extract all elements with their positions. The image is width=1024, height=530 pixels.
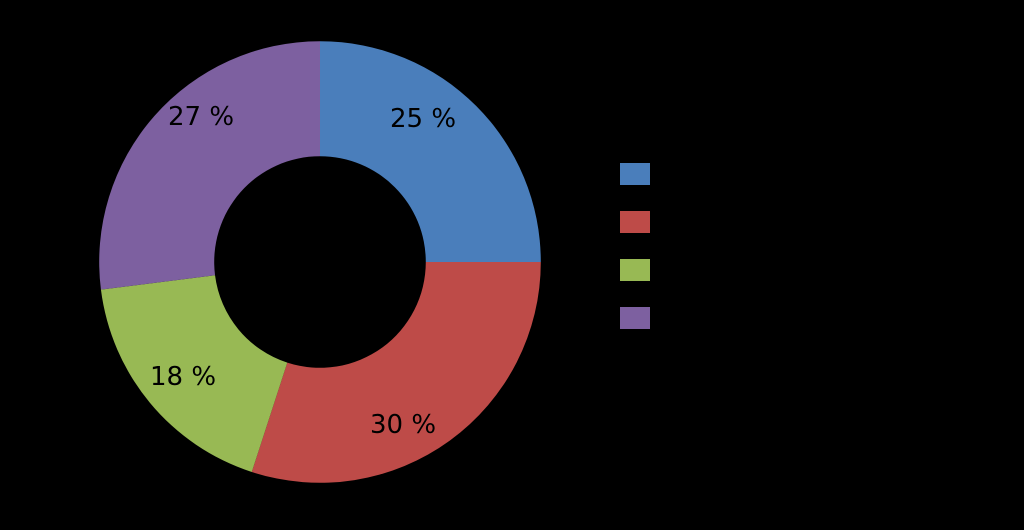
donut-slice xyxy=(99,41,320,289)
legend-swatch-4 xyxy=(620,307,650,329)
slice-label-4: 27 % xyxy=(168,102,234,132)
legend-swatch-3 xyxy=(620,259,650,281)
donut-slice xyxy=(252,262,541,483)
legend-swatch-1 xyxy=(620,163,650,185)
donut-slice xyxy=(320,41,541,262)
chart-stage: 25 % 30 % 18 % 27 % xyxy=(0,0,1024,530)
slice-label-1: 25 % xyxy=(390,104,456,134)
donut-svg xyxy=(90,32,550,492)
donut-chart: 25 % 30 % 18 % 27 % xyxy=(90,32,550,492)
legend-item-2 xyxy=(620,198,666,246)
donut-slices xyxy=(99,41,541,483)
slice-label-3: 18 % xyxy=(150,362,216,392)
legend-item-1 xyxy=(620,150,666,198)
legend-swatch-2 xyxy=(620,211,650,233)
slice-label-2: 30 % xyxy=(370,410,436,440)
legend-item-4 xyxy=(620,294,666,342)
legend xyxy=(620,150,666,342)
legend-item-3 xyxy=(620,246,666,294)
